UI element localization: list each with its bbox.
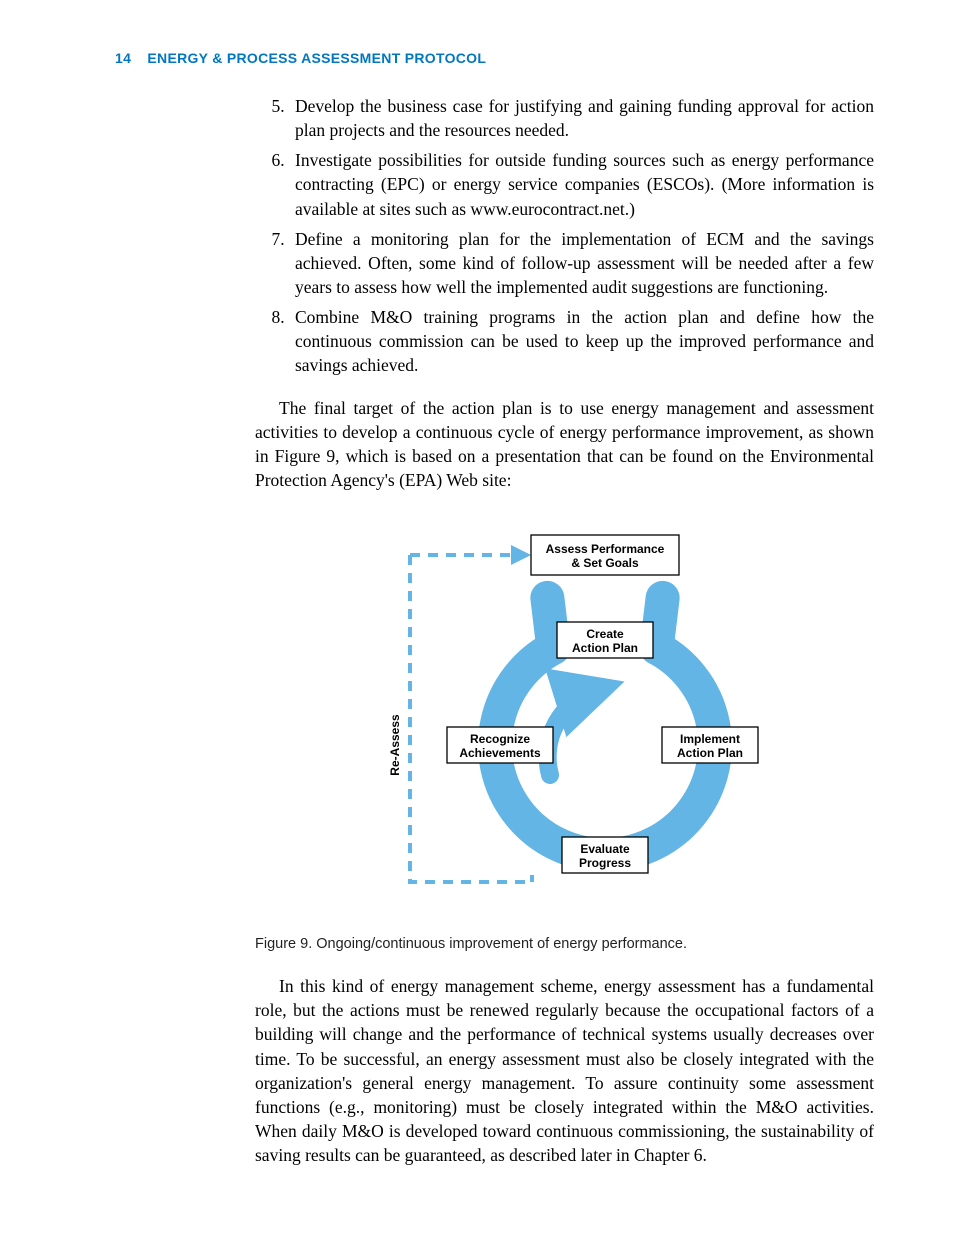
node-implement-label: ImplementAction Plan	[676, 732, 742, 760]
header-title: ENERGY & PROCESS ASSESSMENT PROTOCOL	[147, 50, 486, 66]
document-page: 14 ENERGY & PROCESS ASSESSMENT PROTOCOL …	[0, 0, 954, 1245]
node-evaluate-label: EvaluateProgress	[578, 842, 630, 870]
list-item: Combine M&O training programs in the act…	[289, 305, 874, 377]
figure-caption: Figure 9. Ongoing/continuous improvement…	[255, 936, 874, 952]
numbered-list: Develop the business case for justifying…	[115, 94, 874, 378]
reassess-label: Re-Assess	[388, 714, 402, 776]
figure-9: Re-AssessAssess Performance& Set GoalsCr…	[255, 510, 874, 910]
node-recognize-label: RecognizeAchievements	[459, 732, 541, 760]
list-item: Investigate possibilities for outside fu…	[289, 148, 874, 220]
paragraph-2: In this kind of energy management scheme…	[255, 974, 874, 1167]
paragraph-1: The final target of the action plan is t…	[255, 396, 874, 493]
list-item: Define a monitoring plan for the impleme…	[289, 227, 874, 299]
cycle-diagram: Re-AssessAssess Performance& Set GoalsCr…	[355, 510, 775, 910]
page-number: 14	[115, 50, 131, 66]
list-item: Develop the business case for justifying…	[289, 94, 874, 142]
page-header: 14 ENERGY & PROCESS ASSESSMENT PROTOCOL	[115, 50, 874, 66]
inner-arrow	[547, 690, 596, 775]
